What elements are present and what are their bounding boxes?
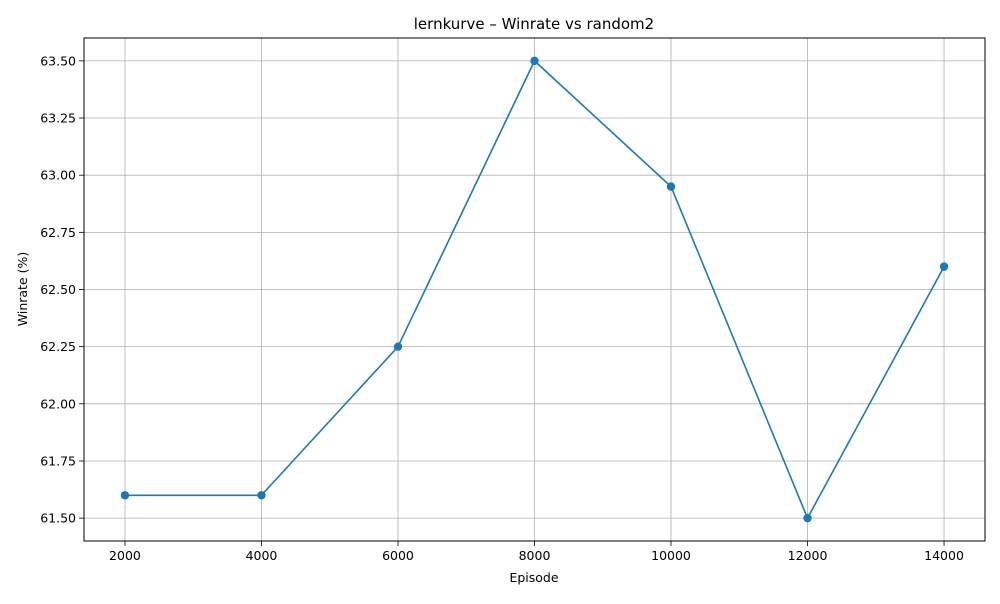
x-axis-label: Episode (509, 570, 558, 585)
y-tick-label: 62.25 (40, 339, 76, 354)
y-tick-label: 62.50 (40, 282, 76, 297)
y-tick-label: 61.75 (40, 453, 76, 468)
x-tick-label: 12000 (788, 548, 828, 563)
chart-title: lernkurve – Winrate vs random2 (414, 15, 654, 33)
y-tick-label: 62.00 (40, 396, 76, 411)
y-tick-label: 62.75 (40, 225, 76, 240)
axis-ticks: 2000 4000 6000 8000 10000 12000 14000 61.50 61.7… (40, 53, 964, 563)
y-tick-label: 63.25 (40, 111, 76, 126)
series-layer (120, 56, 949, 523)
y-tick-label: 63.50 (40, 53, 76, 68)
x-tick-label: 8000 (519, 548, 551, 563)
data-point (939, 262, 949, 271)
data-point (803, 513, 812, 523)
x-tick-label: 4000 (246, 548, 278, 563)
data-point (120, 491, 130, 500)
data-point (257, 491, 266, 500)
data-point (393, 342, 403, 351)
x-tick-label: 14000 (924, 548, 964, 563)
data-point (530, 56, 539, 66)
y-tick-label: 61.50 (40, 511, 76, 526)
y-tick-label: 63.00 (40, 168, 76, 183)
y-axis-label: Winrate (%) (15, 252, 30, 326)
x-tick-label: 10000 (651, 548, 691, 563)
grid (84, 38, 985, 541)
plot-frame (83, 37, 986, 542)
x-tick-label: 6000 (382, 548, 414, 563)
data-point (666, 182, 676, 191)
x-tick-label: 2000 (109, 548, 141, 563)
